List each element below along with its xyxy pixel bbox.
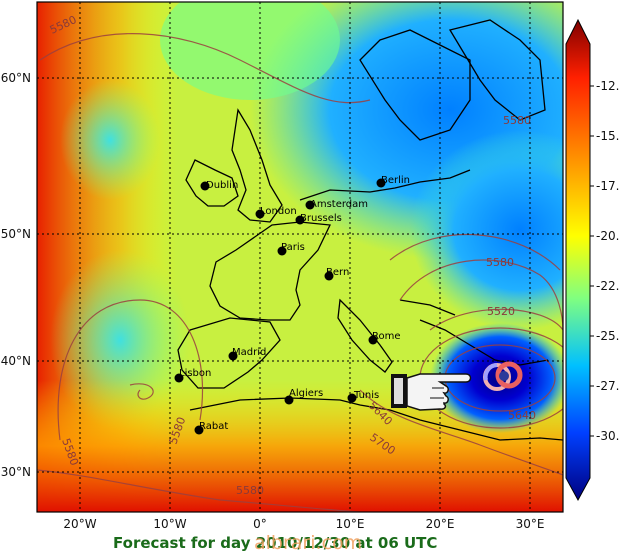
lon-label: 20°W: [63, 517, 96, 531]
city-markers: Dublin London Amsterdam Brussels Paris B…: [174, 175, 410, 435]
city-label-rome: Rome: [372, 331, 401, 342]
colorbar-tick-label: -30.: [596, 429, 619, 443]
colorbar-tick-label: -25.: [596, 329, 619, 343]
contour-label: 5580: [486, 256, 514, 269]
city-marker-bern: [324, 271, 334, 281]
height-contours: [37, 33, 563, 512]
colorbar-tick-label: -27.: [596, 379, 619, 393]
pointing-hand-icon: [391, 373, 472, 411]
city-label-london: London: [260, 206, 297, 217]
lat-label: 60°N: [1, 71, 31, 85]
colorbar-tick-label: -17.: [596, 179, 619, 193]
city-marker-madrid: [228, 351, 238, 361]
city-marker-amsterdam: [305, 200, 315, 210]
watermark: albrari.com: [254, 532, 363, 554]
city-label-brussels: Brussels: [300, 213, 342, 224]
city-marker-london: [255, 209, 265, 219]
colorbar-tick-label: -15.: [596, 129, 619, 143]
city-marker-lisbon: [174, 373, 184, 383]
contour-label: 5640: [508, 409, 536, 422]
lat-label: 50°N: [1, 227, 31, 241]
lat-label: 30°N: [1, 465, 31, 479]
contour-label: 5520: [487, 305, 515, 318]
city-marker-tunis: [347, 393, 357, 403]
city-label-tunis: Tunis: [353, 390, 379, 401]
city-marker-berlin: [376, 178, 386, 188]
city-label-amsterdam: Amsterdam: [310, 199, 368, 210]
city-label-dublin: Dublin: [206, 180, 238, 191]
city-label-bern: Bern: [326, 267, 349, 278]
city-marker-dublin: [200, 181, 210, 191]
colorbar-ticks: [590, 85, 594, 437]
lon-label: 30°E: [516, 517, 545, 531]
forecast-caption: Forecast for day 2010/12/30 at 06 UTC: [113, 534, 438, 552]
graticule: [37, 2, 563, 512]
city-label-rabat: Rabat: [199, 421, 228, 432]
city-label-madrid: Madrid: [232, 347, 266, 358]
coastlines: [177, 19, 563, 441]
city-label-berlin: Berlin: [381, 175, 410, 186]
map-frame: [36, 1, 564, 513]
city-marker-rome: [368, 335, 378, 345]
lon-label: 10°E: [336, 517, 365, 531]
city-label-algiers: Algiers: [289, 388, 323, 399]
lon-label: 0°: [253, 517, 267, 531]
colorbar: -12. -15. -17. -20. -22. -25. -27. -30.: [565, 18, 619, 502]
city-label-lisbon: Lisbon: [179, 368, 211, 379]
spinner-icon: [483, 361, 523, 391]
lon-label: 10°W: [153, 517, 186, 531]
longitude-labels: 20°W 10°W 0° 10°E 20°E 30°E: [63, 517, 544, 531]
latitude-labels: 60°N 50°N 40°N 30°N: [1, 71, 31, 479]
city-marker-algiers: [284, 395, 294, 405]
lat-label: 40°N: [1, 354, 31, 368]
lon-label: 20°E: [426, 517, 455, 531]
city-marker-rabat: [194, 425, 204, 435]
colorbar-tick-label: -12.: [596, 79, 619, 93]
city-marker-paris: [277, 246, 287, 256]
colorbar-tick-label: -20.: [596, 229, 619, 243]
city-label-paris: Paris: [281, 242, 305, 253]
colorbar-tick-label: -22.: [596, 279, 619, 293]
city-marker-brussels: [295, 215, 305, 225]
contour-label: 5580: [503, 114, 531, 127]
contour-label: 5580: [236, 484, 264, 497]
